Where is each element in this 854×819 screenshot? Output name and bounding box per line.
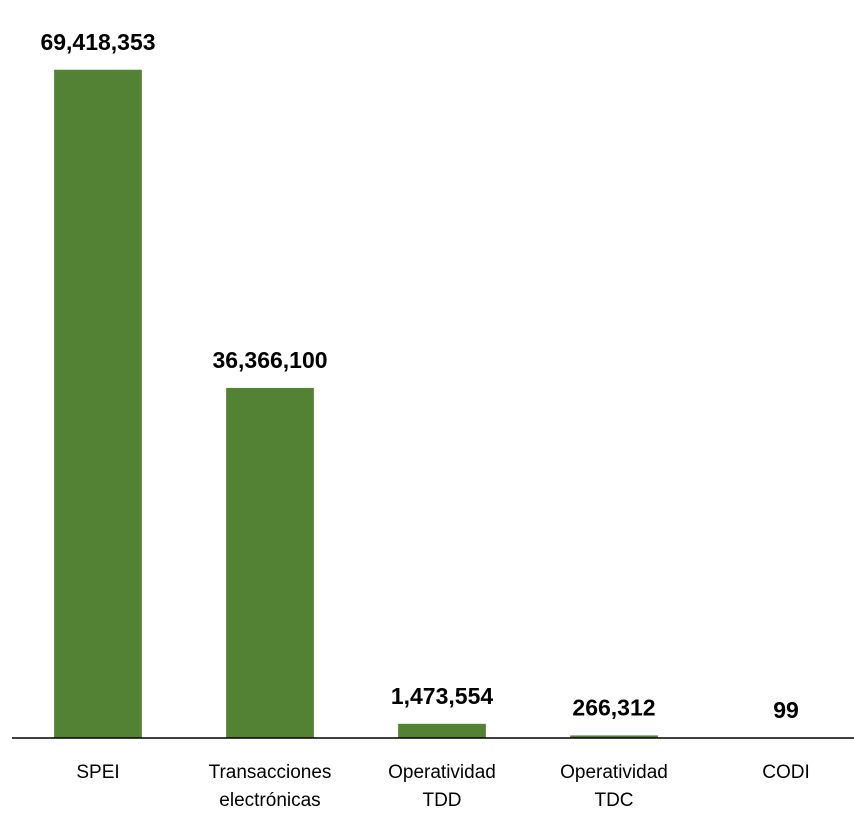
bar bbox=[398, 723, 486, 738]
data-label: 99 bbox=[773, 697, 799, 723]
bar bbox=[570, 735, 658, 738]
x-tick-label: SPEI bbox=[76, 762, 119, 783]
x-tick-label: Operatividad TDC bbox=[560, 762, 668, 811]
label-line: SPEI bbox=[76, 762, 119, 783]
bar bbox=[226, 387, 314, 738]
label-line: TDC bbox=[594, 790, 633, 811]
data-label: 69,418,353 bbox=[40, 29, 155, 55]
label-line: electrónicas bbox=[219, 790, 320, 811]
data-label: 36,366,100 bbox=[212, 347, 327, 373]
label-line: Operatividad bbox=[388, 762, 496, 783]
data-label: 266,312 bbox=[572, 695, 655, 721]
bar bbox=[54, 69, 142, 738]
label-line: TDD bbox=[422, 790, 461, 811]
label-line: CODI bbox=[762, 762, 810, 783]
data-label: 1,473,554 bbox=[391, 683, 494, 709]
label-line: Transacciones bbox=[209, 762, 332, 783]
x-tick-label: Operatividad TDD bbox=[388, 762, 496, 811]
x-tick-label: Transacciones electrónicas bbox=[209, 762, 332, 811]
label-line: Operatividad bbox=[560, 762, 668, 783]
x-tick-label: CODI bbox=[762, 762, 810, 783]
